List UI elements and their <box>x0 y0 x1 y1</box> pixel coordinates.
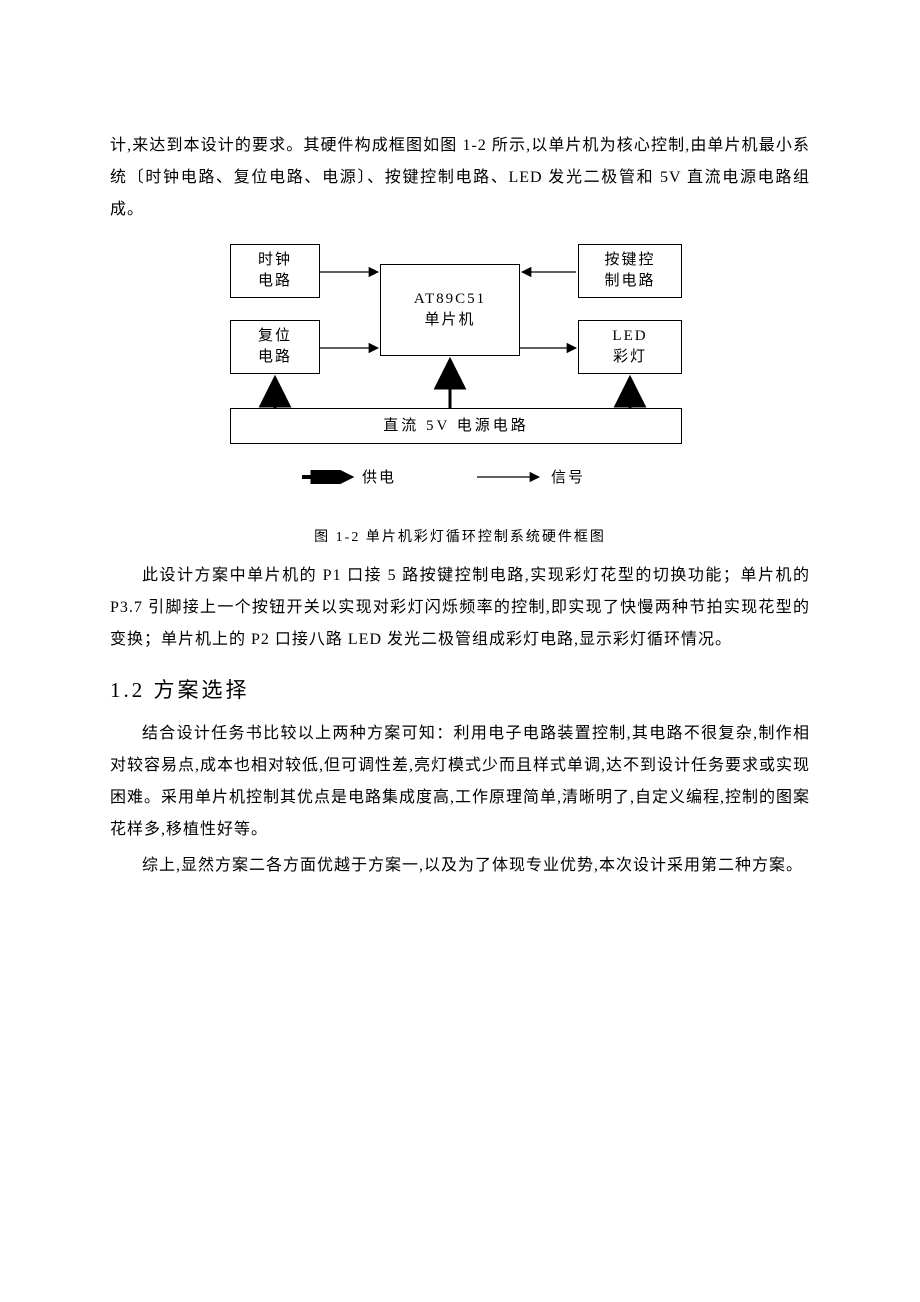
legend-power-icon <box>300 470 356 484</box>
figure-caption: 图 1-2 单片机彩灯循环控制系统硬件框图 <box>110 526 810 546</box>
edge-power-led <box>625 374 635 408</box>
section-heading: 1.2 方案选择 <box>110 674 810 704</box>
node-keys: 按键控 制电路 <box>578 244 682 298</box>
node-reset: 复位 电路 <box>230 320 320 374</box>
node-reset-label: 复位 电路 <box>258 326 292 368</box>
paragraph-compare: 结合设计任务书比较以上两种方案可知：利用电子电路装置控制,其电路不很复杂,制作相… <box>110 718 810 846</box>
node-led: LED 彩灯 <box>578 320 682 374</box>
node-led-label: LED 彩灯 <box>612 326 647 368</box>
node-mcu-label: AT89C51 单片机 <box>414 289 486 331</box>
node-power: 直流 5V 电源电路 <box>230 408 682 444</box>
edge-mcu-led <box>520 347 578 349</box>
edge-power-reset <box>270 374 280 408</box>
edge-reset-mcu <box>320 347 380 349</box>
block-diagram: 时钟 电路 复位 电路 AT89C51 单片机 按键控 制电路 LED 彩灯 直… <box>230 244 690 504</box>
paragraph-conclusion: 综上,显然方案二各方面优越于方案一,以及为了体现专业优势,本次设计采用第二种方案… <box>110 850 810 882</box>
node-clock: 时钟 电路 <box>230 244 320 298</box>
legend-power: 供电 <box>300 466 396 487</box>
legend-signal-icon <box>475 470 545 484</box>
legend-power-label: 供电 <box>362 466 396 487</box>
paragraph-design-detail: 此设计方案中单片机的 P1 口接 5 路按键控制电路,实现彩灯花型的切换功能；单… <box>110 560 810 656</box>
node-keys-label: 按键控 制电路 <box>604 250 655 292</box>
node-mcu: AT89C51 单片机 <box>380 264 520 356</box>
node-power-label: 直流 5V 电源电路 <box>383 416 529 437</box>
node-clock-label: 时钟 电路 <box>258 250 292 292</box>
edge-keys-mcu <box>520 271 578 273</box>
edge-clock-mcu <box>320 271 380 273</box>
edge-power-mcu <box>445 356 455 408</box>
paragraph-intro: 计,来达到本设计的要求。其硬件构成框图如图 1-2 所示,以单片机为核心控制,由… <box>110 130 810 226</box>
legend-signal-label: 信号 <box>551 466 585 487</box>
legend-signal: 信号 <box>475 466 585 487</box>
